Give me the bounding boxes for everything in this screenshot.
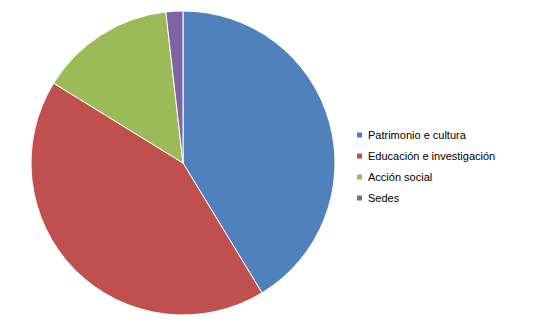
svg-text:Patrimonio e cultura: Patrimonio e cultura bbox=[368, 129, 467, 141]
svg-text:Sedes: Sedes bbox=[368, 192, 400, 204]
svg-text:Acción social: Acción social bbox=[368, 171, 432, 183]
svg-text:Educación e investigación: Educación e investigación bbox=[368, 150, 495, 162]
